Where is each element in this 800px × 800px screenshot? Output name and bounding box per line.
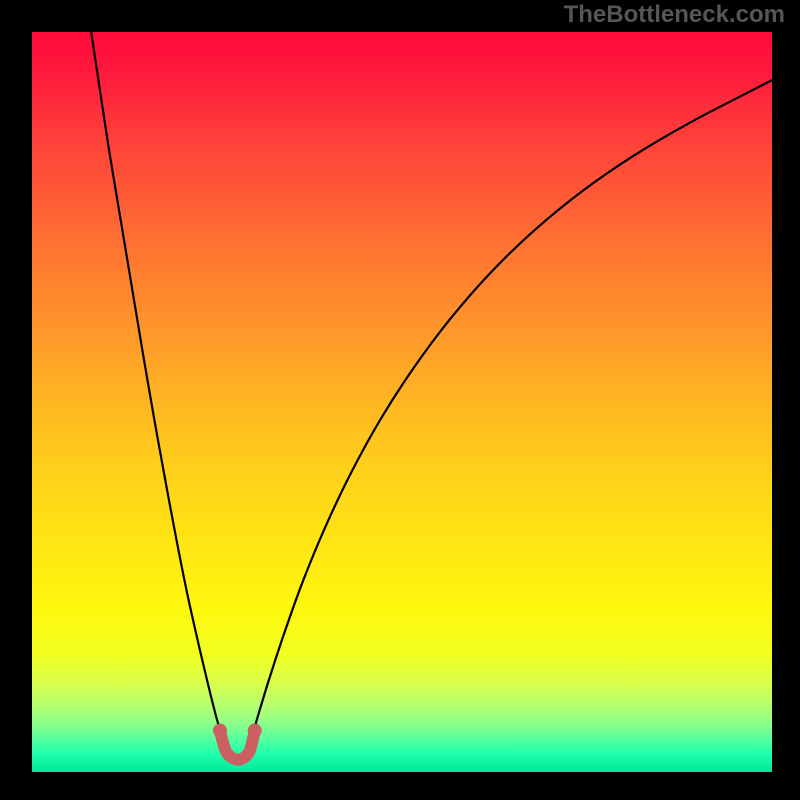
optimal-marker-endpoint — [248, 724, 262, 738]
chart-frame: TheBottleneck.com — [0, 0, 800, 800]
optimal-marker-endpoint — [213, 724, 227, 738]
bottleneck-chart — [0, 0, 800, 800]
attribution-label: TheBottleneck.com — [564, 1, 785, 29]
plot-background — [32, 32, 772, 772]
